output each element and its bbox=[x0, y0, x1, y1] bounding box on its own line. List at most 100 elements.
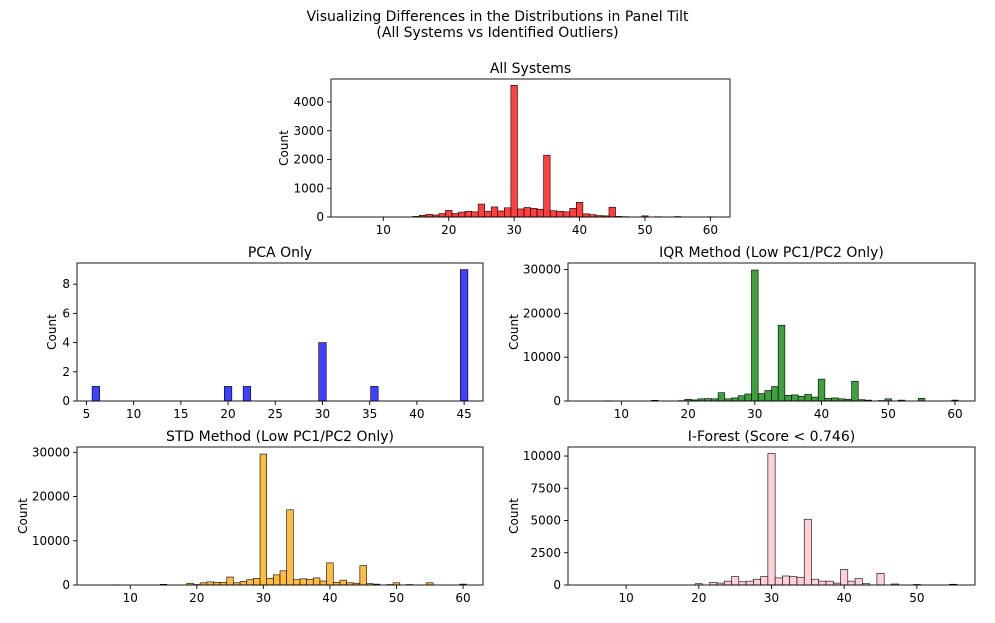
pca-only-bar-2 bbox=[242, 386, 252, 402]
std-method-bar-14 bbox=[266, 578, 274, 586]
iqr-method-xtick-label-3: 40 bbox=[814, 407, 829, 421]
std-method-xtick-label-3: 40 bbox=[322, 591, 337, 605]
iqr-method-bar-17 bbox=[777, 324, 786, 402]
all-systems-bar-22 bbox=[556, 210, 564, 218]
all-systems-bar-9 bbox=[471, 211, 479, 218]
all-systems-xtick-label-2: 30 bbox=[507, 223, 522, 237]
pca-only-ytick-label-3: 6 bbox=[62, 306, 70, 320]
iqr-method-title: IQR Method (Low PC1/PC2 Only) bbox=[659, 245, 884, 261]
iforest-bar-21 bbox=[854, 578, 863, 586]
iqr-method-ylabel: Count bbox=[507, 314, 521, 350]
iqr-method-xtick-label-5: 60 bbox=[947, 407, 962, 421]
iqr-method-bar-15 bbox=[764, 390, 772, 402]
std-method-bar-19 bbox=[299, 578, 307, 586]
all-systems-title: All Systems bbox=[490, 61, 571, 77]
all-systems-ylabel: Count bbox=[277, 130, 291, 166]
std-method-axes-frame bbox=[76, 446, 484, 586]
iqr-method-xtick-label-1: 20 bbox=[680, 407, 695, 421]
std-method-bar-21 bbox=[312, 577, 321, 586]
all-systems-bar-21 bbox=[549, 210, 557, 218]
pca-only-xtick-label-1: 10 bbox=[126, 407, 141, 421]
all-systems-ytick-label-3: 3000 bbox=[293, 124, 324, 138]
std-method-xtick-label-1: 20 bbox=[189, 591, 204, 605]
pca-only-bar-1 bbox=[223, 386, 233, 402]
iforest-title: I-Forest (Score < 0.746) bbox=[688, 429, 855, 445]
iqr-method-bar-16 bbox=[771, 386, 779, 402]
iqr-method-xtick-label-0: 10 bbox=[614, 407, 629, 421]
iforest-bar-16 bbox=[818, 580, 827, 586]
pca-only-xtick-label-0: 5 bbox=[83, 407, 91, 421]
all-systems-bar-6 bbox=[451, 213, 459, 218]
pca-only-ytick-label-0: 0 bbox=[62, 394, 70, 408]
std-method-bar-13 bbox=[259, 453, 267, 586]
pca-only-xtick-label-4: 25 bbox=[268, 407, 283, 421]
pca-only-xtick-label-2: 15 bbox=[173, 407, 188, 421]
std-method-bar-11 bbox=[246, 579, 254, 586]
pca-only-bar-5 bbox=[460, 269, 469, 402]
std-method-bar-8 bbox=[226, 576, 234, 586]
std-method-bar-25 bbox=[339, 579, 347, 586]
iqr-method-ytick-label-0: 0 bbox=[553, 394, 561, 408]
iforest-bar-14 bbox=[803, 518, 812, 586]
iqr-method-bar-20 bbox=[797, 395, 806, 402]
iforest-bar-20 bbox=[847, 580, 856, 586]
iqr-method-bar-23 bbox=[817, 378, 826, 402]
pca-only-ylabel: Count bbox=[45, 314, 59, 350]
iforest-bar-11 bbox=[782, 575, 790, 586]
all-systems-bar-13 bbox=[497, 210, 505, 218]
all-systems-bar-16 bbox=[517, 208, 525, 218]
all-systems-bar-4 bbox=[438, 213, 446, 218]
std-method-xtick-label-0: 10 bbox=[123, 591, 138, 605]
std-method-bar-22 bbox=[319, 580, 327, 586]
iforest-bar-23 bbox=[876, 573, 885, 586]
all-systems-bar-24 bbox=[569, 208, 577, 218]
std-method-bar-15 bbox=[273, 574, 281, 586]
std-method-bar-16 bbox=[279, 570, 287, 586]
iqr-method-bar-25 bbox=[831, 397, 839, 402]
std-method-bar-5 bbox=[206, 581, 214, 586]
all-systems-bar-5 bbox=[445, 210, 453, 218]
all-systems-ytick-label-2: 2000 bbox=[293, 153, 324, 167]
std-method-ylabel: Count bbox=[16, 498, 30, 534]
all-systems-ytick-label-1: 1000 bbox=[293, 181, 324, 195]
all-systems-bar-23 bbox=[562, 211, 571, 218]
all-systems-bar-8 bbox=[464, 210, 472, 218]
iqr-method-xtick-label-4: 50 bbox=[881, 407, 896, 421]
iqr-method-bar-22 bbox=[811, 396, 819, 402]
iforest-bar-10 bbox=[774, 577, 783, 586]
all-systems-xtick-label-5: 60 bbox=[703, 223, 718, 237]
all-systems-bar-14 bbox=[504, 207, 512, 218]
all-systems-bar-30 bbox=[608, 206, 616, 218]
all-systems-bar-19 bbox=[536, 208, 544, 218]
iforest-xtick-label-0: 10 bbox=[619, 591, 634, 605]
all-systems-axes-frame bbox=[330, 78, 731, 218]
pca-only-xtick-label-7: 40 bbox=[409, 407, 424, 421]
iforest-bar-3 bbox=[723, 580, 732, 586]
pca-only-xtick-label-6: 35 bbox=[362, 407, 377, 421]
iqr-method-bar-18 bbox=[784, 394, 792, 402]
std-method-xtick-label-2: 30 bbox=[256, 591, 271, 605]
iqr-method-ytick-label-3: 30000 bbox=[523, 263, 561, 277]
pca-only-ytick-label-1: 2 bbox=[62, 365, 70, 379]
all-systems-xtick-label-1: 20 bbox=[441, 223, 456, 237]
iforest-ytick-label-3: 7500 bbox=[530, 481, 561, 495]
all-systems-bar-20 bbox=[543, 154, 551, 218]
all-systems-xtick-label-3: 40 bbox=[572, 223, 587, 237]
iqr-method-xtick-label-2: 30 bbox=[747, 407, 762, 421]
iqr-method-axes-frame bbox=[567, 262, 976, 402]
iforest-ytick-label-4: 10000 bbox=[523, 449, 561, 463]
iforest-bar-15 bbox=[811, 578, 820, 586]
iforest-xtick-label-1: 20 bbox=[691, 591, 706, 605]
iforest-bar-4 bbox=[731, 576, 740, 586]
iforest-ytick-label-1: 2500 bbox=[530, 546, 561, 560]
all-systems-bar-17 bbox=[523, 207, 531, 218]
iforest-ytick-label-0: 0 bbox=[553, 578, 561, 592]
std-method-bar-20 bbox=[306, 578, 314, 586]
iforest-bar-5 bbox=[738, 581, 747, 586]
iqr-method-bar-12 bbox=[744, 393, 752, 402]
pca-only-bar-3 bbox=[318, 342, 327, 402]
iforest-bar-12 bbox=[789, 576, 798, 586]
std-method-bar-18 bbox=[293, 579, 301, 586]
